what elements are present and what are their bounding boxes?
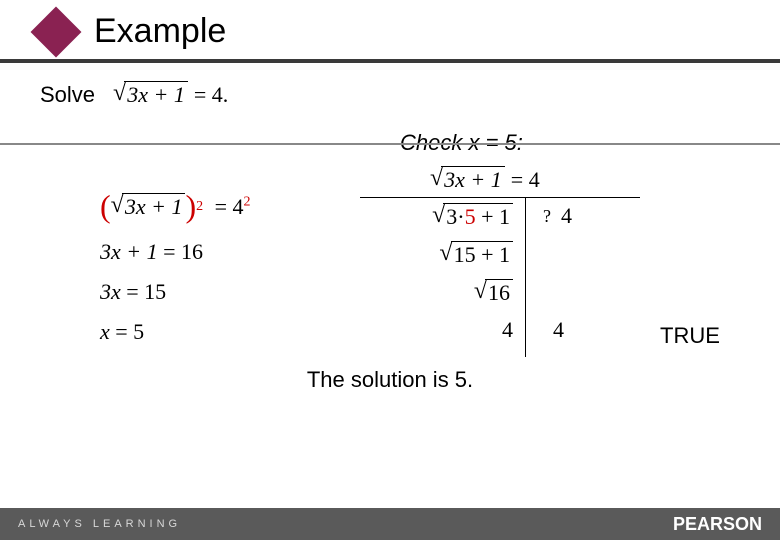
step-1: ( √3x + 1 )2 = 42 [100, 188, 340, 225]
footer: ALWAYS LEARNING PEARSON [0, 508, 780, 540]
slide-title: Example [94, 12, 226, 51]
step-2: 3x + 1 = 16 [100, 239, 340, 265]
check-row-1: √3·5 + 1 ?4 [360, 197, 680, 235]
check-work: √3x + 1 = 4 TRUE √3·5 + 1 ?4 √15 + 1 [340, 166, 740, 359]
step-4: x = 5 [100, 319, 340, 345]
given-equation: √3x + 1 = 4. [113, 81, 228, 108]
check-row-4: 4 4 [360, 311, 680, 349]
footer-tagline: ALWAYS LEARNING [18, 518, 181, 530]
pearson-logo: PEARSON [673, 514, 762, 535]
rule-light [0, 143, 780, 145]
check-top-eqn: √3x + 1 = 4 [430, 166, 740, 193]
diamond-bullet-icon [31, 6, 82, 57]
solve-steps: ( √3x + 1 )2 = 42 3x + 1 = 16 3x = 15 x … [40, 166, 340, 359]
step-3: 3x = 15 [100, 279, 340, 305]
prompt-label: Solve [40, 82, 95, 108]
check-row-3: √16 [360, 273, 680, 311]
solution-text: The solution is 5. [40, 367, 740, 393]
check-row-2: √15 + 1 [360, 235, 680, 273]
check-table: TRUE √3·5 + 1 ?4 √15 + 1 √16 [360, 197, 680, 349]
